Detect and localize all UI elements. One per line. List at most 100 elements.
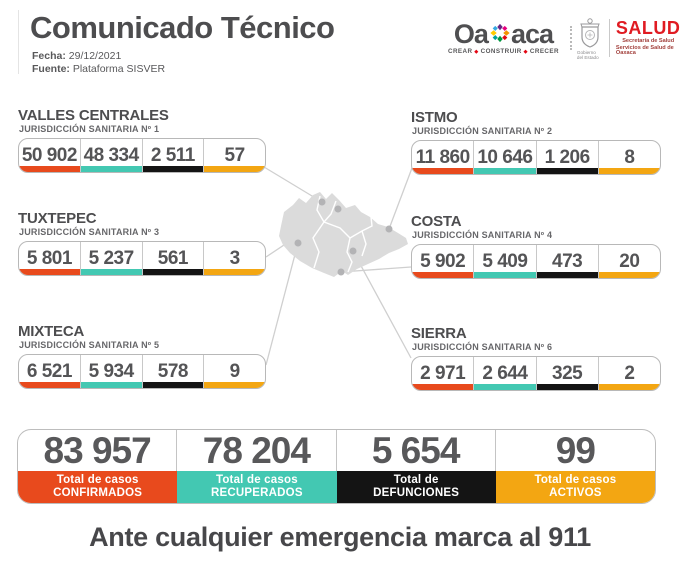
active-strip — [598, 272, 660, 278]
deaths-strip — [142, 269, 204, 275]
deaths-strip — [536, 272, 598, 278]
active-cell: 8 — [598, 141, 660, 174]
confirmed-cell: 5 902 — [412, 245, 475, 278]
report-meta: Fecha: 29/12/2021 Fuente: Plataforma SIS… — [32, 50, 165, 76]
recovered-strip — [474, 272, 536, 278]
region-jurisdiction: JURISDICCIÓN SANITARIA Nº 2 — [412, 126, 553, 136]
deaths-cell: 473 — [536, 245, 599, 278]
active-cell: 20 — [598, 245, 660, 278]
state-coat-of-arms: Gobierno del Estado — [577, 17, 603, 60]
confirmed-strip — [19, 166, 80, 172]
region-jurisdiction: JURISDICCIÓN SANITARIA Nº 6 — [412, 342, 553, 352]
total-active-label: Total de casos ACTIVOS — [495, 471, 655, 503]
connector-line-mixteca — [265, 242, 299, 366]
active-cell: 2 — [598, 357, 660, 390]
region-block-istmo: ISTMO JURISDICCIÓN SANITARIA Nº 2 11 860… — [411, 110, 661, 175]
region-block-sierra: SIERRA JURISDICCIÓN SANITARIA Nº 6 2 971… — [411, 326, 661, 391]
deaths-cell: 561 — [142, 242, 205, 275]
dotted-separator — [569, 26, 572, 50]
total-confirmed-value: 83 957 — [18, 430, 178, 471]
connector-line-valles-centrales — [263, 166, 323, 203]
deaths-strip — [536, 168, 598, 174]
active-strip — [204, 166, 265, 172]
recovered-strip — [474, 384, 536, 390]
recovered-cell: 5 237 — [80, 242, 143, 275]
map-dot-sierra — [349, 247, 357, 255]
region-name: TUXTEPEC — [18, 210, 97, 227]
region-name: SIERRA — [411, 325, 467, 342]
total-deaths-value: 5 654 — [337, 430, 496, 471]
report-date: Fecha: 29/12/2021 — [32, 50, 122, 62]
deaths-strip — [536, 384, 598, 390]
region-name: COSTA — [411, 213, 462, 230]
region-stats: 11 860 10 646 1 206 8 — [411, 140, 661, 175]
report-source: Fuente: Plataforma SISVER — [32, 63, 166, 75]
recovered-strip — [80, 269, 142, 275]
logo-bar: Oa aca CREAR ◆ CONSTRUIR ◆ CRECE — [448, 12, 680, 64]
emergency-notice: Ante cualquier emergencia marca al 911 — [89, 522, 591, 552]
region-stats: 50 902 48 334 2 511 57 — [18, 138, 266, 173]
active-strip — [204, 269, 265, 275]
confirmed-cell: 5 801 — [19, 242, 81, 275]
header-divider — [18, 10, 19, 74]
map-dot-tuxtepec — [334, 205, 342, 213]
active-cell: 9 — [204, 355, 265, 388]
region-block-mixteca: MIXTECA JURISDICCIÓN SANITARIA Nº 5 6 52… — [18, 324, 266, 389]
totals-bar: 83 957 Total de casos CONFIRMADOS 78 204… — [17, 429, 656, 504]
total-recovered: 78 204 Total de casos RECUPERADOS — [177, 430, 337, 503]
total-recovered-label: Total de casos RECUPERADOS — [177, 471, 337, 503]
total-deaths: 5 654 Total de DEFUNCIONES — [336, 430, 496, 503]
recovered-cell: 2 644 — [474, 357, 537, 390]
confirmed-strip — [412, 168, 474, 174]
map-dot-valles-centrales — [318, 198, 326, 206]
active-cell: 3 — [204, 242, 265, 275]
total-active: 99 Total de casos ACTIVOS — [495, 430, 655, 503]
recovered-strip — [80, 166, 142, 172]
oaxaca-tagline: CREAR ◆ CONSTRUIR ◆ CRECER — [448, 48, 559, 55]
oaxaca-logo: Oa aca CREAR ◆ CONSTRUIR ◆ CRECE — [448, 19, 559, 56]
connector-lines — [263, 166, 413, 366]
active-strip — [598, 384, 660, 390]
recovered-cell: 5 934 — [80, 355, 143, 388]
confirmed-cell: 6 521 — [19, 355, 81, 388]
oaxaca-map — [279, 192, 408, 277]
region-jurisdiction: JURISDICCIÓN SANITARIA Nº 4 — [412, 230, 553, 240]
confirmed-cell: 50 902 — [19, 139, 81, 172]
recovered-strip — [80, 382, 142, 388]
map-region-borders — [312, 195, 373, 273]
map-dots — [294, 198, 393, 276]
confirmed-strip — [19, 269, 80, 275]
connector-line-sierra — [352, 250, 412, 359]
coat-of-arms-icon — [580, 17, 600, 48]
total-recovered-value: 78 204 — [177, 430, 337, 471]
recovered-cell: 48 334 — [80, 139, 143, 172]
deaths-strip — [142, 382, 204, 388]
gov-caption: Gobierno del Estado — [576, 49, 599, 60]
deaths-cell: 1 206 — [536, 141, 599, 174]
diamond-separator-icon: ◆ — [523, 48, 528, 55]
region-block-tuxtepec: TUXTEPEC JURISDICCIÓN SANITARIA Nº 3 5 8… — [18, 211, 266, 276]
region-name: ISTMO — [411, 109, 458, 126]
region-stats: 6 521 5 934 578 9 — [18, 354, 266, 389]
confirmed-strip — [412, 384, 474, 390]
region-jurisdiction: JURISDICCIÓN SANITARIA Nº 1 — [19, 124, 160, 134]
region-name: VALLES CENTRALES — [18, 107, 169, 124]
solid-separator — [608, 19, 610, 57]
deaths-cell: 2 511 — [142, 139, 205, 172]
confirmed-cell: 2 971 — [412, 357, 475, 390]
connector-line-tuxtepec — [265, 208, 339, 258]
recovered-strip — [474, 168, 536, 174]
map-dot-istmo — [385, 225, 393, 233]
page-title: Comunicado Técnico — [30, 10, 335, 45]
deaths-cell: 325 — [536, 357, 599, 390]
diamond-separator-icon: ◆ — [474, 48, 479, 55]
total-confirmed: 83 957 Total de casos CONFIRMADOS — [18, 430, 178, 503]
region-block-costa: COSTA JURISDICCIÓN SANITARIA Nº 4 5 902 … — [411, 214, 661, 279]
confirmed-cell: 11 860 — [412, 141, 475, 174]
total-confirmed-label: Total de casos CONFIRMADOS — [18, 471, 178, 503]
confirmed-strip — [412, 272, 474, 278]
recovered-cell: 5 409 — [474, 245, 537, 278]
confirmed-strip — [19, 382, 80, 388]
map-dot-costa — [337, 268, 345, 276]
